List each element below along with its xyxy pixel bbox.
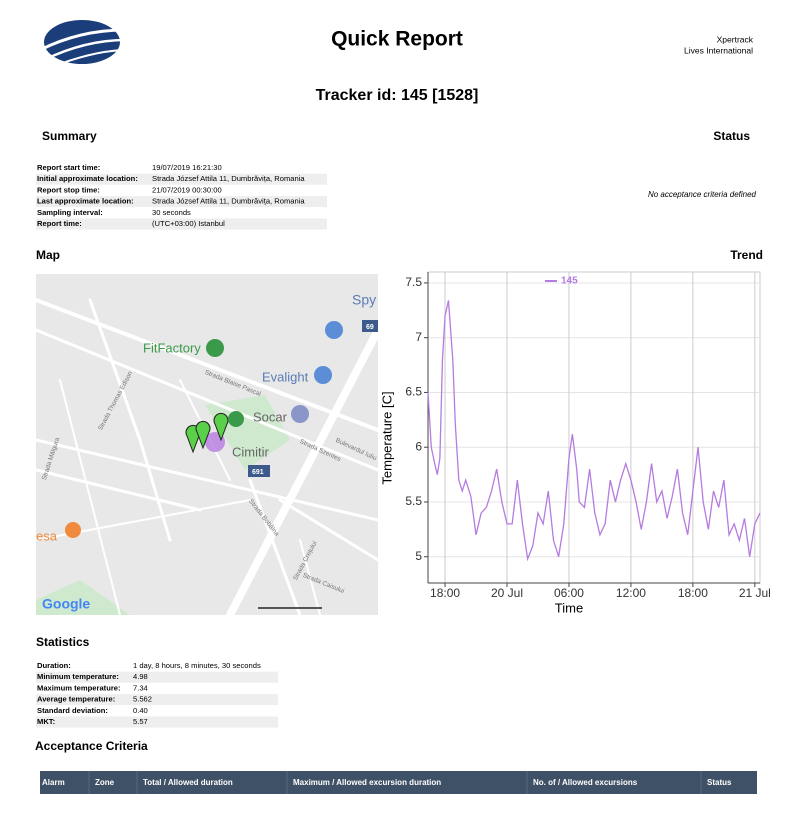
column-header: Zone bbox=[95, 778, 115, 787]
row-label: Maximum temperature: bbox=[37, 683, 121, 692]
row-bg bbox=[36, 716, 278, 728]
x-tick-label: 20 Jul bbox=[491, 586, 523, 600]
y-tick-label: 6 bbox=[415, 439, 422, 453]
row-value: 5.57 bbox=[133, 717, 148, 726]
row-value: 19/07/2019 16:21:30 bbox=[152, 163, 222, 172]
column-header: Status bbox=[707, 778, 732, 787]
column-header: No. of / Allowed excursions bbox=[533, 778, 638, 787]
plot-frame bbox=[427, 271, 761, 584]
y-tick-label: 5.5 bbox=[405, 494, 422, 508]
row-value: (UTC+03:00) Istanbul bbox=[152, 219, 225, 228]
row-bg bbox=[36, 173, 327, 185]
row-label: Minimum temperature: bbox=[37, 672, 119, 681]
row-label: Last approximate location: bbox=[37, 197, 134, 206]
row-value: 1 day, 8 hours, 8 minutes, 30 seconds bbox=[133, 661, 261, 670]
row-label: Standard deviation: bbox=[37, 706, 108, 715]
row-value: 0.40 bbox=[133, 706, 148, 715]
map-label: 69 bbox=[366, 324, 374, 331]
column-header: Maximum / Allowed excursion duration bbox=[293, 778, 441, 787]
y-axis-label: Temperature [C] bbox=[379, 391, 394, 484]
y-tick-label: 6.5 bbox=[405, 385, 422, 399]
row-bg bbox=[36, 694, 278, 706]
x-tick-label: 06:00 bbox=[554, 586, 584, 600]
map-label: Google bbox=[42, 596, 90, 612]
row-label: MKT: bbox=[37, 717, 55, 726]
x-tick-label: 18:00 bbox=[678, 586, 708, 600]
row-label: Duration: bbox=[37, 661, 71, 670]
map-label: FitFactory bbox=[143, 340, 201, 355]
y-tick-label: 5 bbox=[415, 549, 422, 563]
table-header bbox=[40, 771, 757, 794]
map-label: Evalight bbox=[262, 369, 309, 384]
row-label: Sampling interval: bbox=[37, 208, 103, 217]
row-bg bbox=[36, 218, 327, 230]
data-line bbox=[427, 300, 761, 562]
map-label: Spy bbox=[352, 292, 376, 308]
y-tick-label: 7 bbox=[415, 330, 422, 344]
row-bg bbox=[36, 671, 278, 683]
x-tick-label: 12:00 bbox=[616, 586, 646, 600]
map-label: 691 bbox=[252, 469, 264, 476]
row-bg bbox=[36, 196, 327, 208]
row-value: 5.562 bbox=[133, 695, 152, 704]
row-label: Average temperature: bbox=[37, 695, 115, 704]
section-title: Trend bbox=[730, 248, 763, 262]
x-tick-label: 21 Jul bbox=[739, 586, 771, 600]
column-header: Alarm bbox=[42, 778, 65, 787]
map-label: Socar bbox=[253, 409, 288, 424]
x-axis-label: Time bbox=[555, 600, 583, 615]
company: Xpertrack bbox=[717, 34, 754, 44]
row-label: Initial approximate location: bbox=[37, 174, 138, 183]
x-tick-label: 18:00 bbox=[430, 586, 460, 600]
row-value: 30 seconds bbox=[152, 208, 191, 217]
section-title: Summary bbox=[42, 129, 97, 143]
map: SpyFitFactoryEvalightSocarCimitir69169St… bbox=[36, 274, 378, 615]
row-value: Strada József Attila 11, Dumbrăvița, Rom… bbox=[152, 174, 305, 183]
y-tick-label: 7.5 bbox=[405, 275, 422, 289]
logo bbox=[39, 20, 127, 68]
section-title: Status bbox=[713, 129, 750, 143]
section-title: Acceptance Criteria bbox=[35, 739, 148, 753]
map-label: esa bbox=[36, 528, 58, 543]
section-title: Map bbox=[36, 248, 60, 262]
status-message: No acceptance criteria defined bbox=[648, 190, 757, 199]
legend-label: 145 bbox=[561, 276, 578, 287]
row-value: 7.34 bbox=[133, 683, 148, 692]
row-label: Report stop time: bbox=[37, 185, 100, 194]
row-value: Strada József Attila 11, Dumbrăvița, Rom… bbox=[152, 197, 305, 206]
company-sub: Lives International bbox=[684, 45, 753, 55]
row-value: 4.98 bbox=[133, 672, 148, 681]
row-label: Report start time: bbox=[37, 163, 100, 172]
row-value: 21/07/2019 00:30:00 bbox=[152, 185, 222, 194]
column-header: Total / Allowed duration bbox=[143, 778, 233, 787]
map-label: Cimitir bbox=[232, 444, 269, 459]
tracker-id: Tracker id: 145 [1528] bbox=[316, 87, 479, 104]
section-title: Statistics bbox=[36, 635, 90, 649]
report-title: Quick Report bbox=[331, 28, 463, 51]
row-label: Report time: bbox=[37, 219, 82, 228]
